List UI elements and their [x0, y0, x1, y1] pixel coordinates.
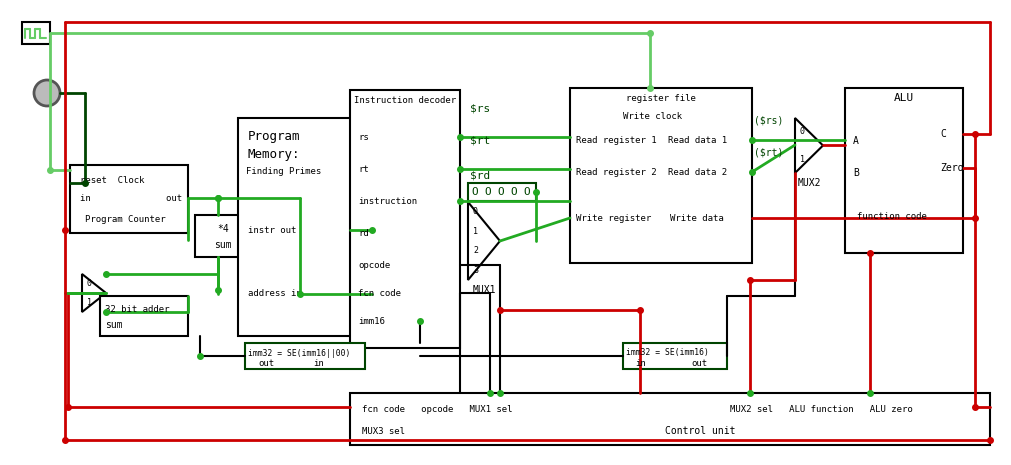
- Bar: [623, 343, 726, 369]
- Text: sum: sum: [105, 320, 122, 330]
- Text: Program Counter: Program Counter: [85, 214, 166, 224]
- Bar: [467, 183, 536, 201]
- Text: Memory:: Memory:: [248, 147, 300, 160]
- Text: instr out: instr out: [248, 226, 296, 234]
- Text: instruction: instruction: [358, 197, 417, 206]
- Bar: [350, 90, 460, 348]
- Text: Write data: Write data: [669, 213, 723, 222]
- Text: 0: 0: [472, 207, 477, 216]
- Text: MUX2 sel   ALU function   ALU zero: MUX2 sel ALU function ALU zero: [729, 405, 912, 414]
- Text: B: B: [852, 168, 858, 178]
- Circle shape: [34, 80, 60, 106]
- Text: function code: function code: [856, 212, 926, 220]
- Text: MUX3 sel: MUX3 sel: [362, 426, 404, 436]
- Text: 32 bit adder: 32 bit adder: [105, 306, 169, 314]
- Text: in: in: [312, 359, 324, 367]
- Bar: [350, 393, 989, 445]
- Text: Program: Program: [248, 129, 300, 142]
- Text: Write register: Write register: [575, 213, 651, 222]
- Text: Finding Primes: Finding Primes: [246, 166, 320, 175]
- Text: Read data 2: Read data 2: [667, 167, 727, 177]
- Text: MUX2: MUX2: [797, 178, 820, 188]
- Text: 0: 0: [800, 127, 804, 136]
- Text: $rd: $rd: [469, 170, 489, 180]
- Bar: [70, 165, 188, 233]
- Bar: [100, 296, 188, 336]
- Text: Instruction decoder: Instruction decoder: [354, 95, 456, 105]
- Text: 1: 1: [472, 227, 477, 236]
- Text: out: out: [691, 359, 707, 367]
- Text: in: in: [634, 359, 645, 367]
- Text: O: O: [497, 187, 503, 197]
- Text: opcode: opcode: [358, 260, 390, 270]
- Text: O: O: [523, 187, 530, 197]
- Text: in              out: in out: [80, 193, 182, 202]
- Bar: [238, 118, 372, 336]
- Text: 3: 3: [472, 266, 477, 275]
- Text: rd: rd: [358, 228, 368, 238]
- Text: O: O: [471, 187, 478, 197]
- Text: imm32 = SE(imm16): imm32 = SE(imm16): [626, 348, 708, 358]
- Text: Read register 2: Read register 2: [575, 167, 656, 177]
- Text: imm16: imm16: [358, 317, 384, 326]
- Text: A: A: [852, 136, 858, 146]
- Polygon shape: [82, 274, 106, 312]
- Text: ALU: ALU: [893, 93, 913, 103]
- Polygon shape: [795, 118, 822, 173]
- Polygon shape: [467, 202, 499, 280]
- Text: out: out: [258, 359, 274, 367]
- Text: ($rt): ($rt): [753, 147, 783, 157]
- Text: sum: sum: [214, 240, 232, 250]
- Text: ($rs): ($rs): [753, 115, 783, 125]
- Bar: [195, 215, 252, 257]
- Text: address in: address in: [248, 290, 301, 299]
- Text: fcn code: fcn code: [358, 288, 400, 298]
- Text: Write clock: Write clock: [623, 112, 681, 120]
- Text: Read data 1: Read data 1: [667, 135, 727, 145]
- Text: imm32 = SE(imm16||00): imm32 = SE(imm16||00): [248, 348, 350, 358]
- Text: register file: register file: [626, 93, 696, 102]
- Text: 0: 0: [87, 279, 92, 288]
- Text: Read register 1: Read register 1: [575, 135, 656, 145]
- Text: O: O: [484, 187, 491, 197]
- Bar: [22, 22, 50, 44]
- Text: MUX1: MUX1: [472, 285, 495, 295]
- Text: rt: rt: [358, 165, 368, 173]
- Text: C: C: [939, 129, 945, 139]
- Text: 2: 2: [472, 246, 477, 255]
- Text: 1: 1: [87, 298, 92, 307]
- Text: Zero: Zero: [939, 163, 962, 173]
- Bar: [569, 88, 751, 263]
- Text: Control unit: Control unit: [664, 426, 735, 436]
- Text: $rs: $rs: [469, 103, 489, 113]
- Text: reset  Clock: reset Clock: [80, 175, 145, 185]
- Text: *4: *4: [217, 224, 228, 234]
- Bar: [844, 88, 962, 253]
- Text: $rt: $rt: [469, 135, 489, 145]
- Text: O: O: [511, 187, 517, 197]
- Text: 1: 1: [800, 155, 804, 164]
- Text: fcn code   opcode   MUX1 sel: fcn code opcode MUX1 sel: [362, 405, 512, 414]
- Bar: [245, 343, 365, 369]
- Text: rs: rs: [358, 133, 368, 141]
